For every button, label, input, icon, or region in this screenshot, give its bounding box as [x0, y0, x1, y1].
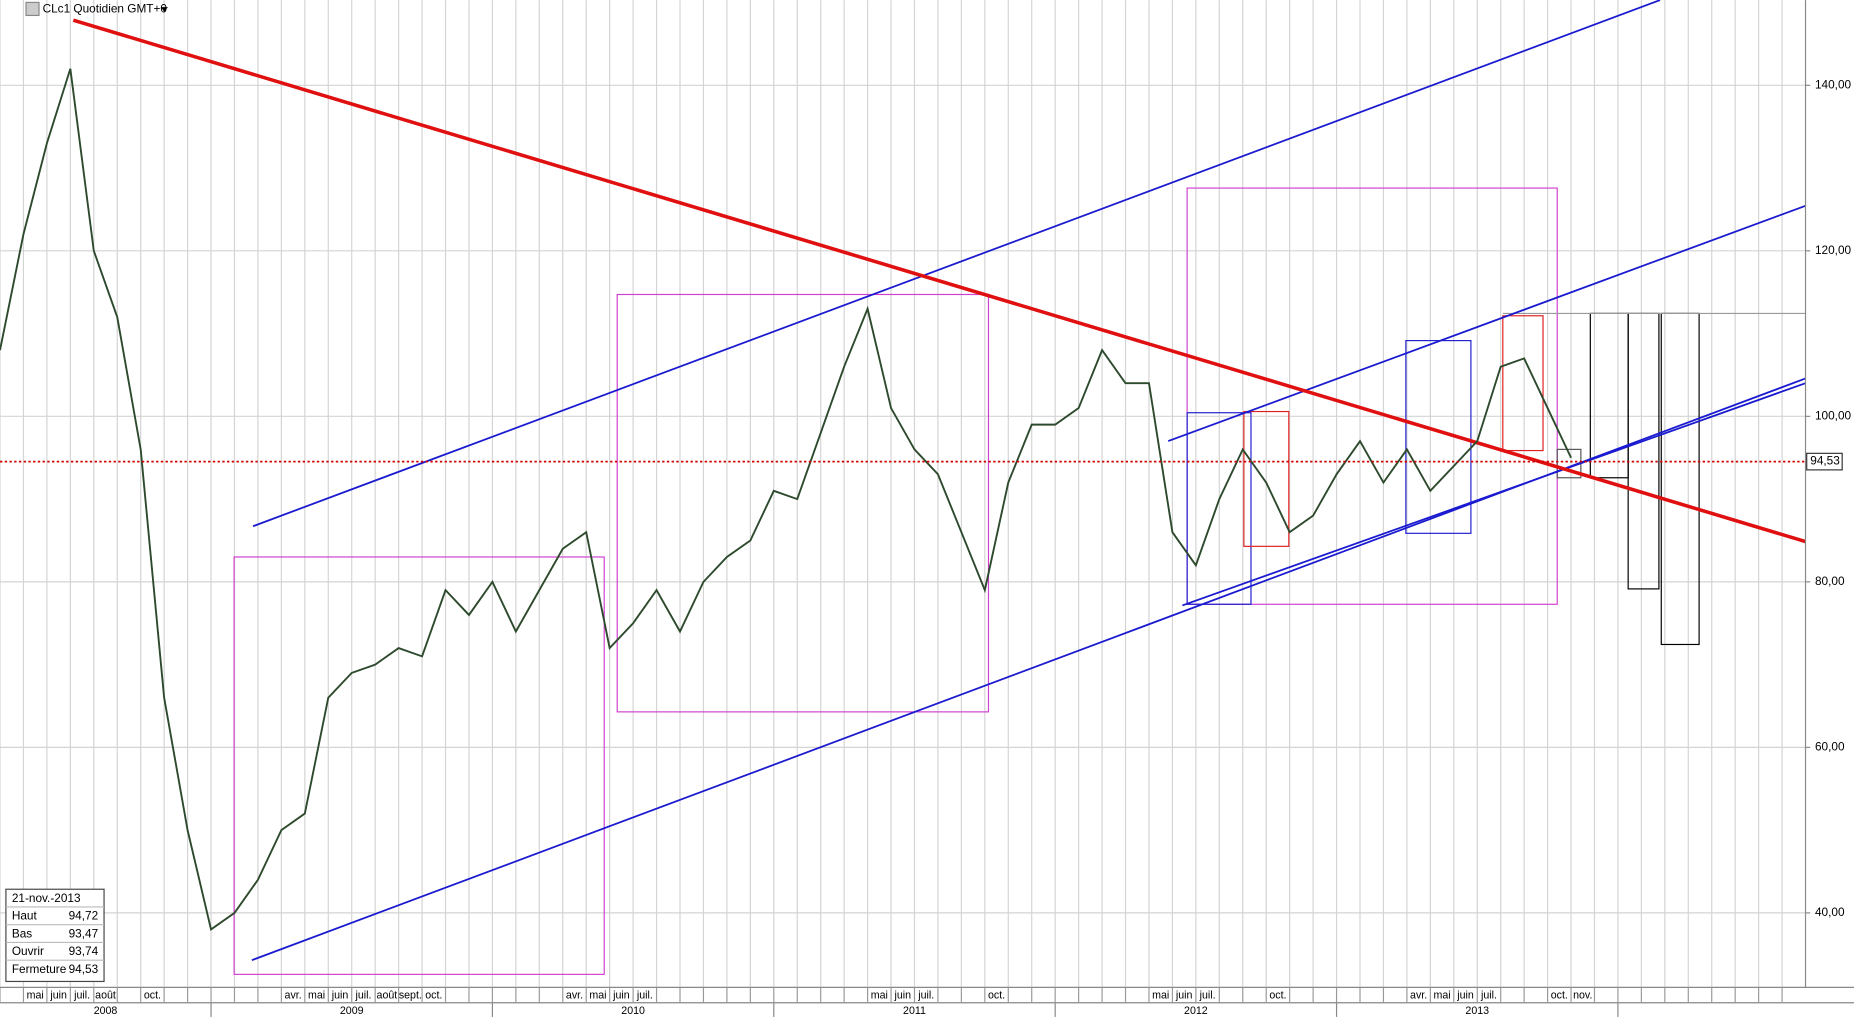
x-tick-label: nov. [1573, 989, 1592, 1001]
info-value: 94,72 [69, 909, 99, 923]
year-label: 2011 [903, 1005, 926, 1017]
box [1502, 315, 1544, 452]
x-tick-label: juin [612, 989, 630, 1001]
x-tick-label: juil. [354, 989, 371, 1001]
year-label: 2012 [1184, 1005, 1208, 1017]
x-tick-label: oct. [988, 989, 1005, 1001]
x-tick-label: oct. [1269, 989, 1286, 1001]
x-tick-label: juil. [1199, 989, 1216, 1001]
title-bar: CLc1 Quotidien GMT+0 [25, 1, 168, 17]
x-tick-label: oct. [144, 989, 161, 1001]
x-tick-label: juil. [1480, 989, 1497, 1001]
dropdown-arrow[interactable] [160, 7, 168, 12]
year-label: 2008 [94, 1005, 118, 1017]
info-value: 93,47 [69, 926, 99, 940]
plot [0, 68, 1572, 932]
y-tick-label: 40,00 [1815, 905, 1845, 919]
x-tick-label: juin [49, 989, 67, 1001]
x-tick-label: mai [1434, 989, 1451, 1001]
x-tick-label: juin [1175, 989, 1193, 1001]
year-label: 2009 [340, 1005, 364, 1017]
info-value: 93,74 [69, 944, 99, 958]
price-line [0, 68, 1572, 932]
x-tick-label: mai [27, 989, 44, 1001]
x-tick-label: avr. [285, 989, 302, 1001]
x-tick-label: juin [1456, 989, 1474, 1001]
trend-line [252, 0, 1661, 528]
x-tick-label: juin [893, 989, 911, 1001]
y-tick-label: 140,00 [1815, 77, 1852, 91]
y-tick-label: 60,00 [1815, 739, 1845, 753]
x-tick-label: juil. [917, 989, 934, 1001]
x-tick-label: mai [1152, 989, 1169, 1001]
x-tick-label: août [377, 989, 398, 1001]
y-tick-label: 80,00 [1815, 574, 1845, 588]
year-label: 2010 [621, 1005, 645, 1017]
year-label: 2013 [1465, 1005, 1489, 1017]
x-tick-label: juil. [636, 989, 653, 1001]
trend-line [1167, 204, 1806, 442]
info-key: Bas [12, 926, 32, 940]
x-tick-label: juin [331, 989, 349, 1001]
drawings [72, 0, 1807, 975]
x-tick-label: oct. [425, 989, 442, 1001]
info-key: Haut [12, 909, 38, 923]
info-key: Fermeture [12, 962, 67, 976]
x-tick-label: mai [589, 989, 606, 1001]
box [1186, 412, 1252, 605]
trend-line [72, 18, 1807, 544]
x-tick-label: oct. [1551, 989, 1568, 1001]
x-tick-label: avr. [566, 989, 583, 1001]
info-value: 94,53 [69, 962, 99, 976]
last-price-label: 94,53 [1810, 454, 1840, 468]
x-tick-label: juil. [73, 989, 90, 1001]
icon [25, 1, 40, 17]
info-date: 21-nov.-2013 [12, 891, 81, 905]
x-tick-label: sept. [399, 989, 422, 1001]
x-tick-label: avr. [1410, 989, 1427, 1001]
x-tick-label: mai [871, 989, 888, 1001]
x-tick-label: août [95, 989, 116, 1001]
info-box: 21-nov.-2013 Haut 94,72 Bas 93,47 Ouvrir 93,7… [5, 888, 105, 983]
chart-title: CLc1 Quotidien GMT+0 [43, 2, 168, 16]
trend-line [1182, 382, 1806, 607]
info-key: Ouvrir [12, 944, 44, 958]
box [233, 556, 605, 975]
box [1243, 410, 1290, 547]
box [616, 293, 990, 713]
last-price-box [1806, 452, 1843, 471]
y-tick-label: 120,00 [1815, 243, 1852, 257]
box [1186, 187, 1558, 605]
info-frame [5, 888, 105, 983]
y-tick-label: 100,00 [1815, 408, 1852, 422]
x-tick-label: mai [308, 989, 325, 1001]
grid [0, 0, 1806, 988]
